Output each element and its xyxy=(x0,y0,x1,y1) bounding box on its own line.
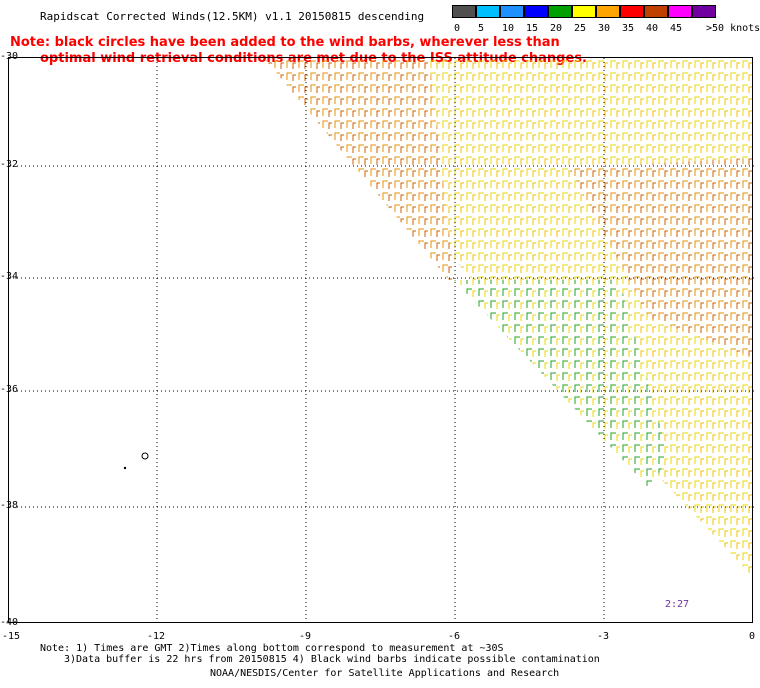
wind-swath-edge xyxy=(264,58,454,280)
y-tick-label: -30 xyxy=(0,51,19,62)
wind-map-canvas xyxy=(9,58,754,624)
wind-map-plot xyxy=(8,57,754,624)
legend-swatch-5 xyxy=(572,5,596,18)
x-tick-label: -6 xyxy=(448,631,461,642)
note-line-1: Note: black circles have been added to t… xyxy=(10,35,560,50)
legend-label: >50 knots xyxy=(706,23,760,34)
legend-swatch-4 xyxy=(548,5,572,18)
legend-label: 10 xyxy=(502,23,515,34)
legend-label: 35 xyxy=(622,23,635,34)
x-tick-label: -12 xyxy=(147,631,166,642)
footer-credit: NOAA/NESDIS/Center for Satellite Applica… xyxy=(210,668,560,679)
time-label: 2:27 xyxy=(665,599,690,610)
legend-swatch-1 xyxy=(476,5,500,18)
legend-label: 20 xyxy=(550,23,563,34)
island-outline xyxy=(141,452,149,460)
y-tick-label: -34 xyxy=(0,271,19,282)
legend-label: 45 xyxy=(670,23,683,34)
y-tick-label: -36 xyxy=(0,384,19,395)
legend-swatch-0 xyxy=(452,5,476,18)
y-tick-label: -40 xyxy=(0,617,19,628)
footer-note-2: 3)Data buffer is 22 hrs from 20150815 4)… xyxy=(64,654,600,665)
legend-swatch-2 xyxy=(500,5,524,18)
x-tick-label: 0 xyxy=(749,631,756,642)
legend-swatch-8 xyxy=(644,5,668,18)
wind-swath-strong xyxy=(569,158,754,358)
x-tick-label: -15 xyxy=(2,631,21,642)
footer-note-1: Note: 1) Times are GMT 2)Times along bot… xyxy=(40,643,504,654)
legend-label: 40 xyxy=(646,23,659,34)
y-tick-label: -32 xyxy=(0,159,19,170)
island-outline xyxy=(123,466,127,470)
legend-swatch-10 xyxy=(692,5,716,18)
x-tick-label: -9 xyxy=(299,631,312,642)
legend-label: 30 xyxy=(598,23,611,34)
legend-swatch-3 xyxy=(524,5,548,18)
legend-label: 25 xyxy=(574,23,587,34)
y-tick-label: -38 xyxy=(0,500,19,511)
x-tick-label: -3 xyxy=(597,631,610,642)
legend-swatch-9 xyxy=(668,5,692,18)
wind-swath-south xyxy=(454,280,669,488)
legend-swatch-6 xyxy=(596,5,620,18)
legend-swatch-7 xyxy=(620,5,644,18)
legend-label: 15 xyxy=(526,23,539,34)
legend-label: 0 xyxy=(454,23,461,34)
map-title: Rapidscat Corrected Winds(12.5KM) v1.1 2… xyxy=(40,10,425,23)
legend-label: 5 xyxy=(478,23,485,34)
